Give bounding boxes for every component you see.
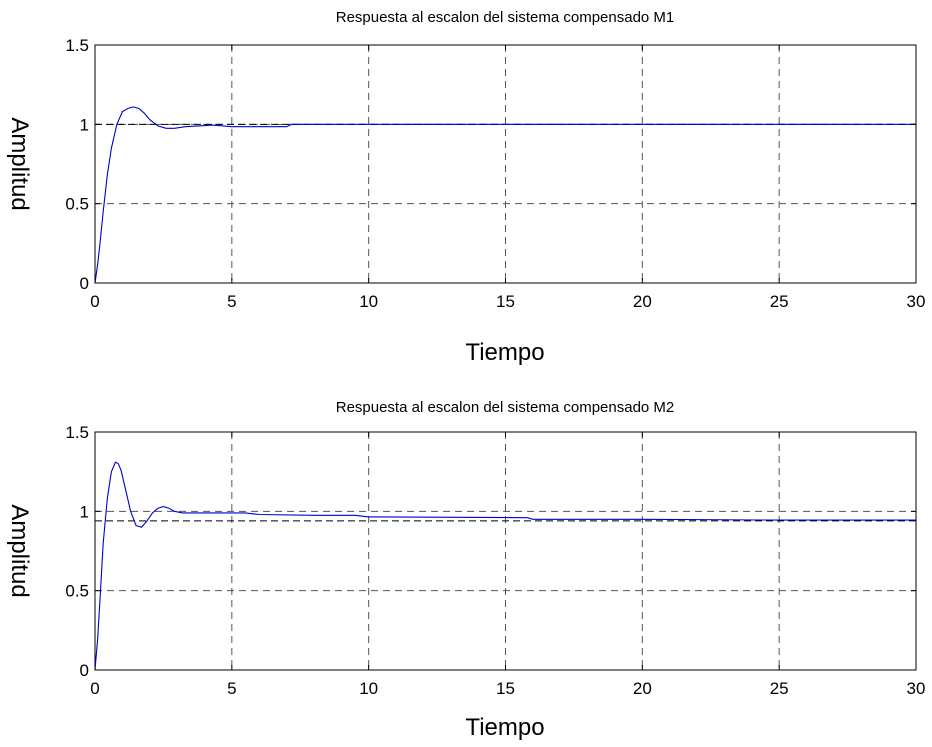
plot-area <box>94 431 917 671</box>
y-tick-label: 0.5 <box>65 582 89 601</box>
y-tick-label: 1 <box>80 502 89 521</box>
x-tick-label: 15 <box>496 292 515 311</box>
x-axis-label: Tiempo <box>465 714 544 741</box>
gridlines <box>95 432 916 670</box>
y-tick-label: 0.5 <box>65 195 89 214</box>
x-tick-label: 25 <box>770 292 789 311</box>
x-tick-label: 10 <box>359 679 378 698</box>
x-tick-label: 0 <box>90 292 99 311</box>
y-tick-label: 1.5 <box>65 423 89 442</box>
x-axis-ticks: 0 5 10 15 20 25 30 <box>90 432 925 698</box>
x-axis-ticks: 0 5 10 15 20 25 30 <box>90 45 925 311</box>
x-tick-label: 30 <box>907 292 926 311</box>
plot-area <box>94 44 917 284</box>
x-tick-label: 10 <box>359 292 378 311</box>
x-tick-label: 30 <box>907 679 926 698</box>
y-tick-label: 0 <box>80 274 89 293</box>
y-tick-label: 1 <box>80 115 89 134</box>
y-axis-label: Amplitud <box>6 504 33 597</box>
x-tick-label: 20 <box>633 292 652 311</box>
x-tick-label: 5 <box>227 679 236 698</box>
y-axis-label: Amplitud <box>6 117 33 210</box>
subplot-m1: Respuesta al escalon del sistema compens… <box>6 9 925 366</box>
x-tick-label: 15 <box>496 679 515 698</box>
y-tick-label: 1.5 <box>65 36 89 55</box>
x-tick-label: 5 <box>227 292 236 311</box>
x-tick-label: 0 <box>90 679 99 698</box>
chart-title: Respuesta al escalon del sistema compens… <box>336 399 675 416</box>
y-axis-ticks: 0 0.5 1 1.5 <box>65 36 916 293</box>
step-response-line <box>94 461 916 671</box>
chart-title: Respuesta al escalon del sistema compens… <box>336 9 675 26</box>
subplot-m2: Respuesta al escalon del sistema compens… <box>6 399 925 741</box>
step-response-line <box>94 106 916 284</box>
x-tick-label: 20 <box>633 679 652 698</box>
x-tick-label: 25 <box>770 679 789 698</box>
y-tick-label: 0 <box>80 661 89 680</box>
x-axis-label: Tiempo <box>465 339 544 366</box>
y-axis-ticks: 0 0.5 1 1.5 <box>65 423 916 680</box>
